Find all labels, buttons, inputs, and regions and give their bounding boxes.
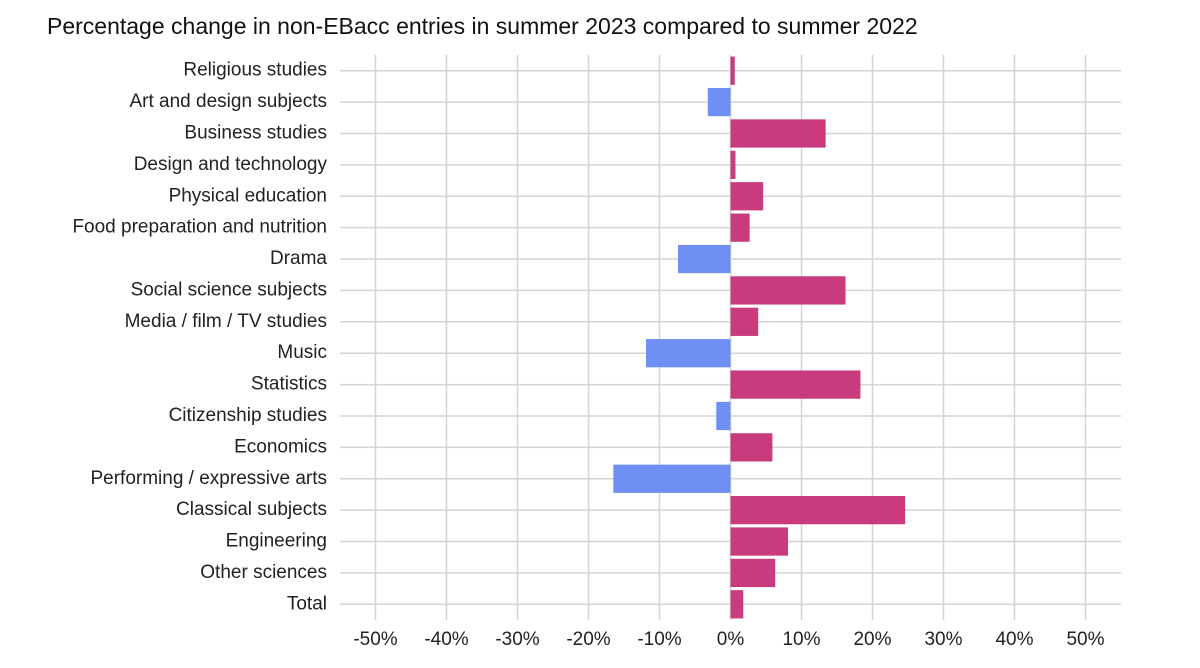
bar	[730, 496, 906, 525]
bar	[730, 558, 776, 588]
bar	[730, 307, 759, 336]
bar	[716, 401, 731, 431]
y-tick-label: Total	[287, 593, 327, 614]
bar	[707, 87, 731, 117]
y-tick-label: Other sciences	[200, 562, 327, 583]
y-tick-label: Media / film / TV studies	[125, 311, 327, 332]
x-tick-label: -20%	[566, 629, 610, 650]
y-tick-label: Engineering	[226, 531, 327, 552]
bar	[730, 213, 750, 242]
x-tick-label: -10%	[637, 629, 681, 650]
bar	[730, 433, 773, 462]
y-tick-label: Food preparation and nutrition	[72, 217, 327, 238]
chart-title: Percentage change in non-EBacc entries i…	[47, 13, 918, 39]
bar	[730, 590, 744, 619]
x-tick-label: 50%	[1066, 629, 1104, 650]
y-tick-label: Business studies	[184, 122, 327, 143]
bar	[730, 150, 736, 179]
y-tick-label: Drama	[270, 248, 327, 269]
y-tick-label: Design and technology	[134, 154, 328, 175]
x-tick-label: -40%	[424, 629, 468, 650]
x-tick-label: 10%	[782, 629, 820, 650]
y-tick-label: Physical education	[169, 185, 327, 206]
x-tick-label: -30%	[495, 629, 539, 650]
y-tick-label: Performing / expressive arts	[90, 468, 327, 489]
bar	[730, 56, 735, 85]
x-tick-label: 0%	[717, 629, 745, 650]
x-tick-label: 30%	[924, 629, 962, 650]
y-tick-label: Citizenship studies	[169, 405, 327, 426]
bar	[646, 339, 731, 368]
bar	[677, 244, 731, 274]
y-tick-label: Statistics	[251, 374, 327, 395]
x-tick-label: 40%	[995, 629, 1033, 650]
y-tick-label: Economics	[234, 436, 327, 457]
y-tick-label: Social science subjects	[131, 279, 327, 300]
bar	[730, 119, 826, 148]
bar	[730, 527, 789, 556]
x-tick-label: -50%	[353, 629, 397, 650]
bar	[730, 276, 846, 305]
bar	[730, 182, 764, 211]
bar	[613, 464, 731, 493]
y-tick-label: Music	[277, 342, 327, 363]
y-tick-label: Classical subjects	[176, 499, 327, 520]
y-tick-label: Art and design subjects	[129, 91, 327, 112]
bar	[730, 370, 861, 399]
y-tick-label: Religious studies	[183, 60, 327, 81]
x-tick-label: 20%	[853, 629, 891, 650]
